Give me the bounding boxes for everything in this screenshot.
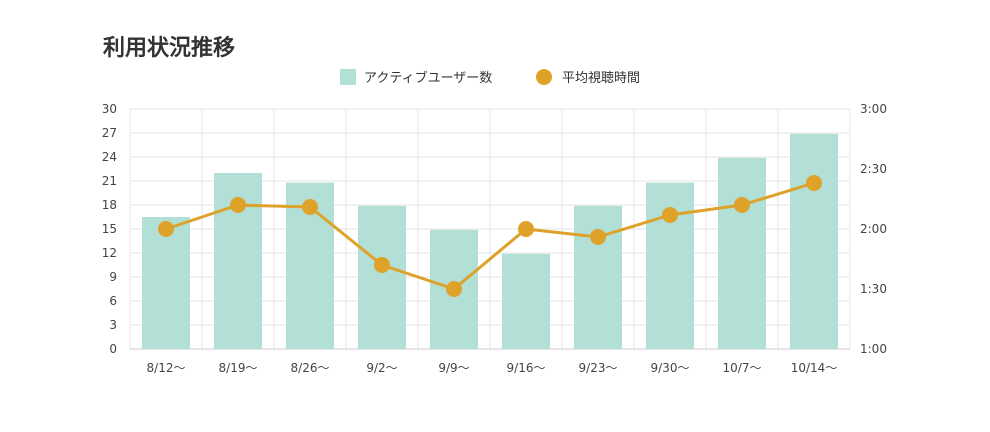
x-tick-label: 8/19〜 xyxy=(219,361,258,375)
x-tick-label: 9/9〜 xyxy=(438,361,469,375)
left-tick-label: 30 xyxy=(102,102,117,116)
bar xyxy=(358,205,406,349)
x-tick-label: 10/14〜 xyxy=(791,361,838,375)
line-point xyxy=(518,221,534,237)
line-point xyxy=(662,207,678,223)
right-tick-label: 3:00 xyxy=(860,102,887,116)
bar xyxy=(502,253,550,349)
left-axis: 0 3 6 9 12 15 18 21 24 27 30 xyxy=(102,102,117,356)
bar xyxy=(574,205,622,349)
chart-title: 利用状況推移 xyxy=(103,35,235,61)
line-point xyxy=(806,175,822,191)
line-point xyxy=(158,221,174,237)
line-point xyxy=(302,199,318,215)
legend-swatch-bars xyxy=(340,69,356,85)
line-series xyxy=(158,175,822,297)
left-tick-label: 15 xyxy=(102,222,117,236)
right-tick-label: 1:30 xyxy=(860,282,887,296)
left-tick-label: 6 xyxy=(109,294,117,308)
right-axis: 1:00 1:30 2:00 2:30 3:00 xyxy=(860,102,887,356)
right-tick-label: 1:00 xyxy=(860,342,887,356)
left-tick-label: 3 xyxy=(109,318,117,332)
line-path xyxy=(165,181,815,291)
left-tick-label: 21 xyxy=(102,174,117,188)
x-tick-label: 8/12〜 xyxy=(147,361,186,375)
right-tick-label: 2:00 xyxy=(860,222,887,236)
legend-swatch-line xyxy=(536,69,552,85)
left-tick-label: 27 xyxy=(102,126,117,140)
left-tick-label: 9 xyxy=(109,270,117,284)
bar xyxy=(142,217,190,349)
legend: アクティブユーザー数 平均視聴時間 xyxy=(340,69,640,86)
left-tick-label: 0 xyxy=(109,342,117,356)
legend-label-line: 平均視聴時間 xyxy=(562,71,640,86)
line-point xyxy=(734,197,750,213)
x-tick-label: 9/16〜 xyxy=(507,361,546,375)
right-tick-label: 2:30 xyxy=(860,162,887,176)
left-tick-label: 12 xyxy=(102,246,117,260)
x-tick-label: 9/30〜 xyxy=(651,361,690,375)
line-point xyxy=(374,257,390,273)
line-point xyxy=(230,197,246,213)
left-tick-label: 24 xyxy=(102,150,117,164)
x-tick-label: 8/26〜 xyxy=(291,361,330,375)
x-tick-label: 9/2〜 xyxy=(366,361,397,375)
x-axis: 8/12〜 8/19〜 8/26〜 9/2〜 9/9〜 9/16〜 9/23〜 9/30〜 10… xyxy=(147,361,838,375)
x-tick-label: 9/23〜 xyxy=(579,361,618,375)
bar xyxy=(790,133,838,349)
line-point xyxy=(590,229,606,245)
left-tick-label: 18 xyxy=(102,198,117,212)
x-tick-label: 10/7〜 xyxy=(723,361,762,375)
line-point xyxy=(446,281,462,297)
bar xyxy=(718,157,766,349)
legend-label-bars: アクティブユーザー数 xyxy=(364,70,492,86)
